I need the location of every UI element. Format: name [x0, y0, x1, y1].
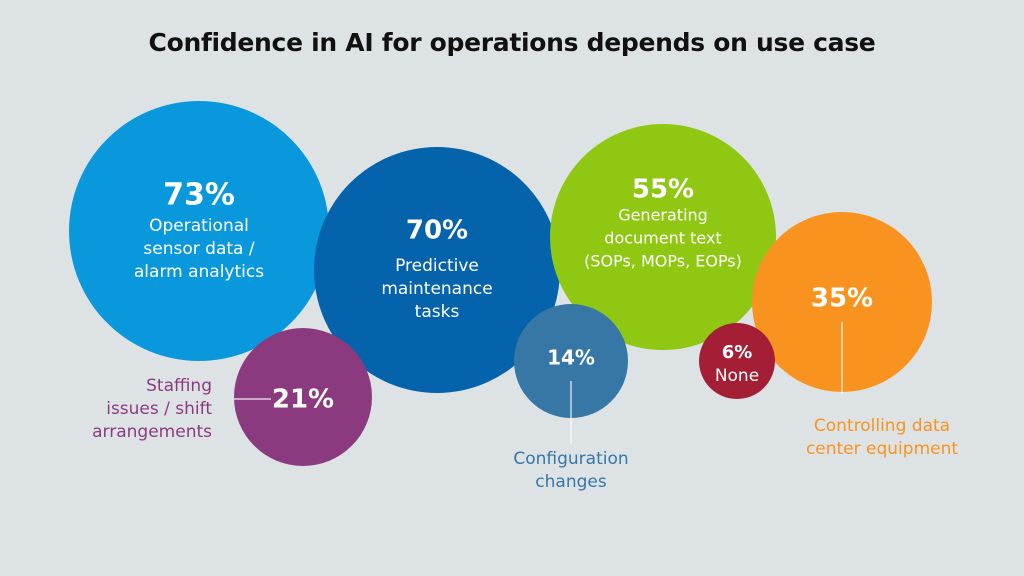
bubble-operational-sensor-data-alarm-analytics: [69, 101, 329, 361]
bubble-label-none: None: [715, 366, 759, 386]
bubble-value-predictive-maintenance-tasks: 70%: [406, 216, 468, 246]
bubble-value-configuration-changes: 14%: [547, 346, 595, 370]
bubble-group-staffing-issues-shift-arrangements: 21% Staffing issues / shift arrangements: [92, 328, 372, 466]
bubble-group-none: 6% None: [699, 323, 775, 399]
bubble-label-configuration-changes: changes: [535, 472, 607, 492]
bubble-label-operational-sensor-data-alarm-analytics: Operational: [149, 216, 249, 236]
bubble-value-operational-sensor-data-alarm-analytics: 73%: [163, 178, 235, 213]
bubble-generating-document-text-sops-mops-eops: [550, 124, 776, 350]
bubble-group-controlling-data-center-equipment: 35% Controlling data center equipment: [752, 212, 958, 459]
bubble-controlling-data-center-equipment: [752, 212, 932, 392]
bubble-group-operational-sensor-data-alarm-analytics: 73% Operational sensor data / alarm analyti…: [69, 101, 329, 361]
bubble-none: [699, 323, 775, 399]
bubble-group-predictive-maintenance-tasks: 70% Predictive maintenance tasks: [314, 147, 560, 393]
bubble-label-operational-sensor-data-alarm-analytics: sensor data /: [143, 239, 254, 259]
bubble-label-controlling-data-center-equipment: center equipment: [806, 439, 958, 459]
bubble-label-predictive-maintenance-tasks: Predictive: [395, 256, 479, 276]
bubble-label-staffing-issues-shift-arrangements: arrangements: [92, 422, 212, 442]
bubble-value-controlling-data-center-equipment: 35%: [811, 284, 873, 314]
bubble-staffing-issues-shift-arrangements: [234, 328, 372, 466]
bubble-configuration-changes: [514, 304, 628, 418]
bubble-label-controlling-data-center-equipment: Controlling data: [814, 416, 950, 436]
bubble-label-generating-document-text-sops-mops-eops: Generating: [618, 206, 708, 225]
bubble-value-staffing-issues-shift-arrangements: 21%: [272, 385, 334, 415]
bubble-label-staffing-issues-shift-arrangements: issues / shift: [106, 399, 212, 419]
bubble-group-configuration-changes: 14% Configuration changes: [513, 304, 629, 492]
bubble-value-generating-document-text-sops-mops-eops: 55%: [632, 175, 694, 205]
chart-title: Confidence in AI for operations depends …: [148, 28, 876, 57]
bubble-label-operational-sensor-data-alarm-analytics: alarm analytics: [134, 262, 264, 282]
bubble-value-none: 6%: [722, 342, 753, 363]
bubble-group-generating-document-text-sops-mops-eops: 55%Generating document text (SOPs, MOPs, E…: [550, 124, 776, 350]
bubble-label-predictive-maintenance-tasks: tasks: [415, 302, 460, 322]
bubble-label-predictive-maintenance-tasks: maintenance: [381, 279, 492, 299]
bubble-label-generating-document-text-sops-mops-eops: document text: [604, 229, 721, 248]
bubble-predictive-maintenance-tasks: [314, 147, 560, 393]
bubble-label-configuration-changes: Configuration: [513, 449, 628, 469]
bubble-label-staffing-issues-shift-arrangements: Staffing: [146, 376, 212, 396]
bubble-label-generating-document-text-sops-mops-eops: (SOPs, MOPs, EOPs): [584, 252, 742, 271]
